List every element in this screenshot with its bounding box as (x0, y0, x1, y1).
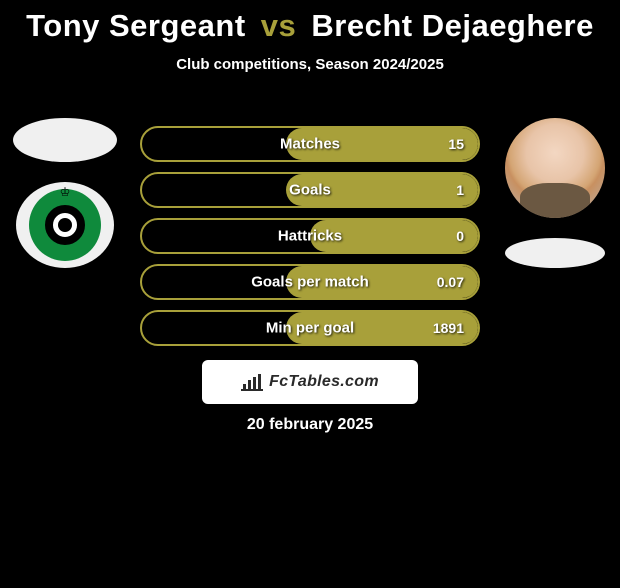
stat-value: 15 (448, 136, 464, 152)
comparison-title: Tony Sergeant vs Brecht Dejaeghere (0, 8, 620, 44)
player1-photo-placeholder (13, 118, 117, 162)
right-player-column (500, 118, 610, 268)
player2-name: Brecht Dejaeghere (311, 8, 593, 43)
stat-bar-matches: Matches 15 (140, 126, 480, 162)
stat-bar-min-per-goal: Min per goal 1891 (140, 310, 480, 346)
subtitle: Club competitions, Season 2024/2025 (0, 56, 620, 73)
player2-photo (505, 118, 605, 218)
stats-container: Matches 15 Goals 1 Hattricks 0 Goals per… (140, 126, 480, 346)
stat-value: 0.07 (437, 274, 464, 290)
stat-label: Goals per match (251, 274, 369, 291)
stat-bar-goals: Goals 1 (140, 172, 480, 208)
stat-label: Hattricks (278, 228, 342, 245)
player2-club-placeholder (505, 238, 605, 268)
stat-value: 1891 (433, 320, 464, 336)
stat-bar-goals-per-match: Goals per match 0.07 (140, 264, 480, 300)
stat-value: 0 (456, 228, 464, 244)
stat-label: Min per goal (266, 320, 354, 337)
vs-text: vs (261, 8, 296, 43)
brand-text: FcTables.com (269, 373, 379, 391)
player1-name: Tony Sergeant (26, 8, 246, 43)
stat-bar-hattricks: Hattricks 0 (140, 218, 480, 254)
player1-club-badge: ♔ (16, 182, 114, 268)
date-text: 20 february 2025 (0, 416, 620, 434)
brand-box: FcTables.com (202, 360, 418, 404)
stat-label: Goals (289, 182, 331, 199)
crown-icon: ♔ (60, 185, 71, 199)
bar-chart-icon (241, 373, 263, 391)
stat-value: 1 (456, 182, 464, 198)
left-player-column: ♔ (10, 118, 120, 268)
stat-label: Matches (280, 136, 340, 153)
